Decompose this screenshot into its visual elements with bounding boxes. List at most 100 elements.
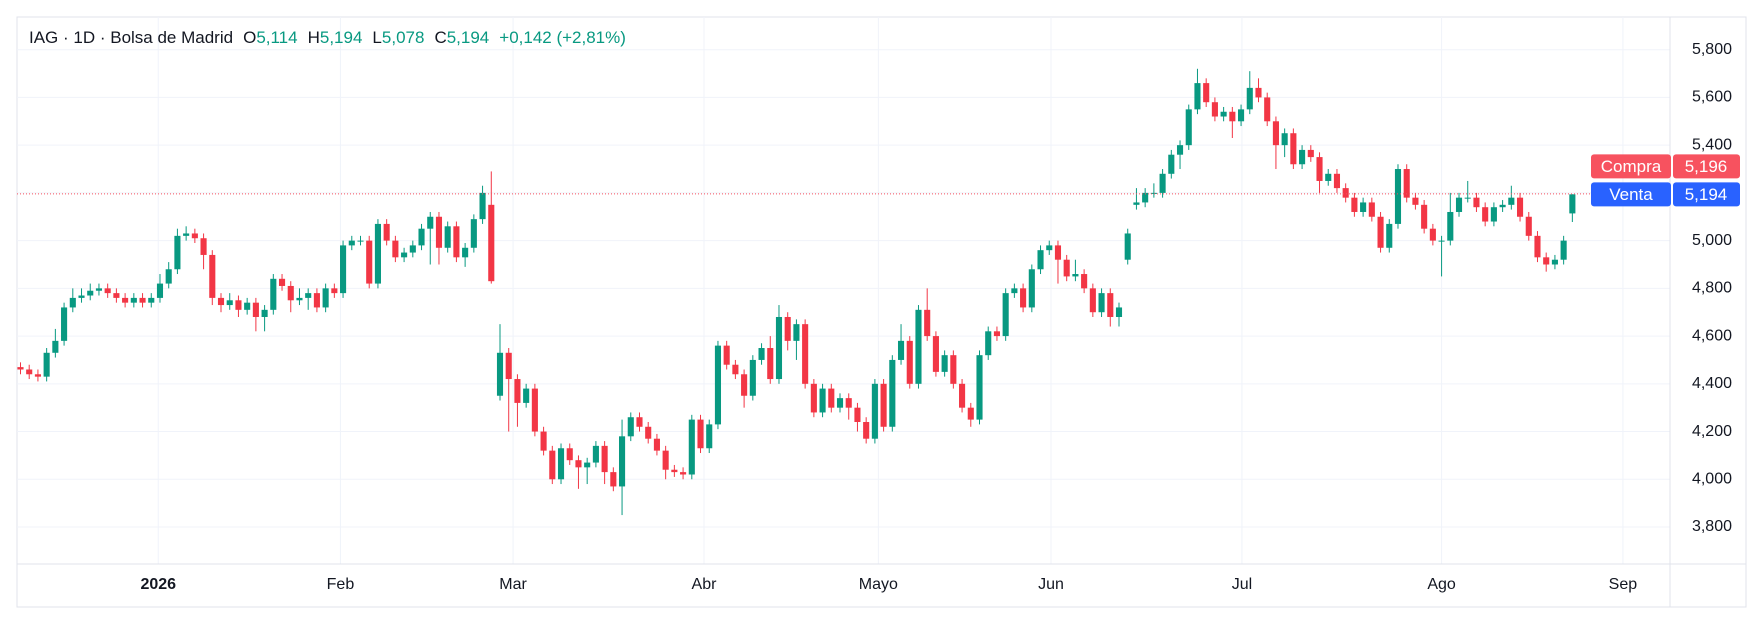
candle-body	[113, 293, 120, 298]
candle-body	[348, 240, 355, 246]
ohlc-item: O5,114	[243, 28, 298, 48]
candle-body	[758, 348, 765, 360]
candle-body	[932, 336, 939, 372]
y-tick-label: 4,600	[1692, 327, 1732, 344]
x-tick-label: Sep	[1609, 576, 1638, 593]
candle-body	[1482, 207, 1489, 222]
candle-body	[1168, 154, 1175, 174]
candle-body	[1081, 274, 1088, 289]
candle-body	[863, 421, 870, 439]
x-tick-label: Feb	[327, 576, 355, 593]
candle-body	[854, 407, 861, 422]
candle-body	[1516, 197, 1524, 217]
candle-body	[122, 297, 129, 303]
candle-body	[1037, 250, 1044, 270]
y-tick-label: 4,000	[1692, 470, 1732, 487]
candle-body	[549, 450, 556, 480]
candle-body	[383, 223, 390, 241]
y-tick-label: 4,200	[1692, 423, 1732, 440]
candle-body	[479, 192, 486, 220]
candle-body	[1028, 269, 1035, 308]
price-tag-name: Compra	[1601, 157, 1662, 176]
candle-body	[767, 348, 774, 380]
candle-body	[1238, 109, 1245, 122]
candle-body	[985, 331, 992, 356]
candle-body	[514, 379, 521, 403]
candle-body	[1560, 240, 1567, 260]
candle-body	[1255, 87, 1262, 98]
candle-body	[305, 293, 312, 298]
candle-body	[174, 235, 181, 270]
x-tick-label: Ago	[1427, 576, 1456, 593]
ohlc-value: 5,114	[256, 28, 298, 47]
x-tick-label: Abr	[692, 576, 718, 593]
candle-body	[584, 462, 591, 468]
candle-body	[1272, 121, 1279, 146]
x-tick-label: Jul	[1232, 576, 1252, 593]
ohlc-label: O	[243, 28, 257, 47]
candle-body	[1299, 149, 1306, 165]
x-tick-label: Mayo	[859, 576, 898, 593]
candle-body	[1569, 194, 1576, 214]
candle-body	[749, 359, 756, 396]
candle-body	[357, 240, 364, 242]
candle-body	[601, 445, 608, 473]
candle-body	[470, 219, 477, 248]
candle-body	[209, 254, 216, 298]
candle-body	[1063, 259, 1070, 277]
candle-body	[1246, 87, 1253, 110]
candle-body	[845, 398, 852, 408]
candle-body	[627, 417, 634, 437]
y-tick-label: 4,400	[1692, 375, 1732, 392]
candle-body	[741, 374, 748, 396]
candle-body	[488, 204, 495, 282]
candle-body	[1046, 245, 1053, 251]
candle-body	[1150, 192, 1157, 194]
candle-body	[610, 472, 617, 487]
candle-body	[915, 309, 922, 384]
price-tag-name: Venta	[1609, 185, 1653, 204]
candle-body	[653, 438, 660, 451]
candle-body	[418, 228, 425, 246]
candle-body	[1264, 97, 1271, 122]
ohlc-value: 5,194	[446, 28, 490, 47]
candle-body	[34, 374, 41, 377]
candle-body	[662, 450, 669, 470]
candle-body	[557, 448, 565, 480]
candle-body	[889, 359, 896, 427]
candle-body	[714, 345, 722, 425]
chart-frame	[16, 16, 1747, 608]
candle-body	[322, 288, 329, 308]
candle-body	[1089, 288, 1096, 313]
candle-body	[1403, 169, 1410, 198]
candle-body	[1551, 259, 1558, 265]
candle-body	[1185, 109, 1192, 146]
candle-body	[1281, 133, 1288, 146]
candle-body	[671, 469, 678, 473]
candle-body	[697, 419, 704, 449]
candle-body	[959, 383, 966, 408]
candle-body	[592, 445, 599, 463]
candle-body	[706, 424, 713, 449]
candle-body	[1360, 202, 1367, 212]
candle-body	[287, 285, 294, 301]
candle-body	[1142, 192, 1149, 203]
candle-body	[1072, 274, 1079, 277]
price-tag-value: 5,194	[1685, 185, 1728, 204]
ohlc-item: C5,194	[434, 28, 489, 48]
candle-body	[139, 297, 146, 303]
candle-body	[1133, 202, 1140, 205]
candle-body	[435, 216, 443, 248]
candle-body	[52, 340, 59, 353]
candle-body	[1307, 149, 1314, 158]
candle-body	[1203, 83, 1210, 103]
candle-body	[680, 472, 687, 475]
candle-body	[217, 297, 225, 306]
ohlc-label: L	[372, 28, 382, 47]
x-tick-label: 2026	[140, 576, 176, 593]
candle-body	[1229, 111, 1236, 122]
candle-body	[802, 324, 809, 384]
candle-body	[645, 426, 652, 439]
